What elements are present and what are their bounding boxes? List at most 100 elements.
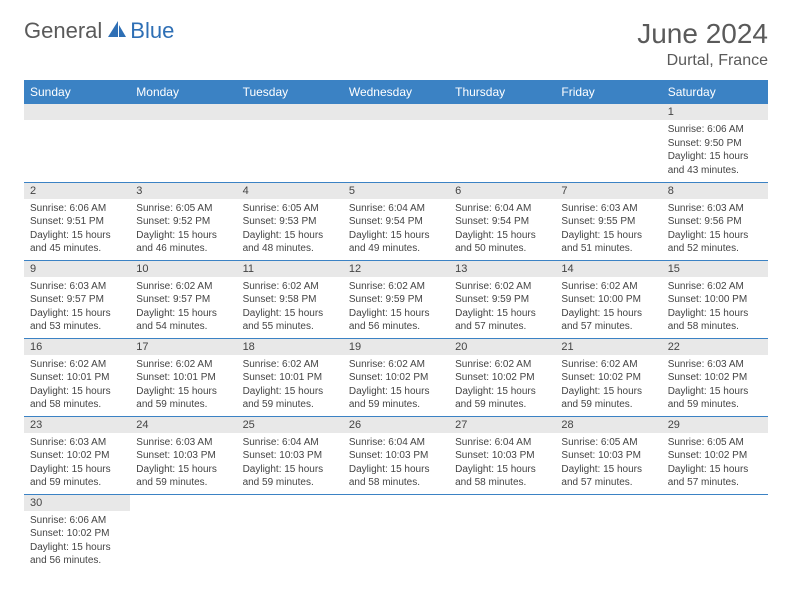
day-number-empty <box>449 495 555 511</box>
day-number: 8 <box>662 183 768 199</box>
title-block: June 2024 Durtal, France <box>637 18 768 70</box>
calendar-cell: 11Sunrise: 6:02 AMSunset: 9:58 PMDayligh… <box>237 260 343 338</box>
day-details: Sunrise: 6:02 AMSunset: 10:02 PMDaylight… <box>449 355 555 415</box>
calendar-cell: 13Sunrise: 6:02 AMSunset: 9:59 PMDayligh… <box>449 260 555 338</box>
day-details: Sunrise: 6:04 AMSunset: 10:03 PMDaylight… <box>343 433 449 493</box>
day-number: 29 <box>662 417 768 433</box>
day-details: Sunrise: 6:05 AMSunset: 9:53 PMDaylight:… <box>237 199 343 259</box>
day-details: Sunrise: 6:02 AMSunset: 10:01 PMDaylight… <box>24 355 130 415</box>
day-number: 12 <box>343 261 449 277</box>
day-number: 15 <box>662 261 768 277</box>
weekday-header: Wednesday <box>343 80 449 104</box>
weekday-header-row: Sunday Monday Tuesday Wednesday Thursday… <box>24 80 768 104</box>
calendar-cell: 2Sunrise: 6:06 AMSunset: 9:51 PMDaylight… <box>24 182 130 260</box>
day-number: 26 <box>343 417 449 433</box>
day-number: 3 <box>130 183 236 199</box>
calendar-cell <box>449 494 555 572</box>
day-number-empty <box>343 104 449 120</box>
day-details: Sunrise: 6:03 AMSunset: 9:57 PMDaylight:… <box>24 277 130 337</box>
calendar-cell: 26Sunrise: 6:04 AMSunset: 10:03 PMDaylig… <box>343 416 449 494</box>
calendar-row: 30Sunrise: 6:06 AMSunset: 10:02 PMDaylig… <box>24 494 768 572</box>
sail-icon <box>106 19 128 44</box>
day-number-empty <box>237 495 343 511</box>
calendar-cell: 10Sunrise: 6:02 AMSunset: 9:57 PMDayligh… <box>130 260 236 338</box>
day-details: Sunrise: 6:02 AMSunset: 10:00 PMDaylight… <box>555 277 661 337</box>
calendar-cell <box>555 494 661 572</box>
calendar-cell: 30Sunrise: 6:06 AMSunset: 10:02 PMDaylig… <box>24 494 130 572</box>
calendar-cell <box>237 104 343 182</box>
day-number-empty <box>555 495 661 511</box>
day-number: 4 <box>237 183 343 199</box>
calendar-cell <box>555 104 661 182</box>
day-number: 9 <box>24 261 130 277</box>
calendar-cell <box>237 494 343 572</box>
day-number: 2 <box>24 183 130 199</box>
calendar-cell: 9Sunrise: 6:03 AMSunset: 9:57 PMDaylight… <box>24 260 130 338</box>
calendar-row: 9Sunrise: 6:03 AMSunset: 9:57 PMDaylight… <box>24 260 768 338</box>
calendar-row: 16Sunrise: 6:02 AMSunset: 10:01 PMDaylig… <box>24 338 768 416</box>
calendar-cell <box>130 494 236 572</box>
day-number: 14 <box>555 261 661 277</box>
day-number: 13 <box>449 261 555 277</box>
day-details: Sunrise: 6:04 AMSunset: 9:54 PMDaylight:… <box>449 199 555 259</box>
day-number-empty <box>662 495 768 511</box>
day-number: 17 <box>130 339 236 355</box>
calendar-cell: 12Sunrise: 6:02 AMSunset: 9:59 PMDayligh… <box>343 260 449 338</box>
calendar-row: 2Sunrise: 6:06 AMSunset: 9:51 PMDaylight… <box>24 182 768 260</box>
day-number: 24 <box>130 417 236 433</box>
calendar-cell: 17Sunrise: 6:02 AMSunset: 10:01 PMDaylig… <box>130 338 236 416</box>
header: General Blue June 2024 Durtal, France <box>24 18 768 70</box>
calendar-cell: 25Sunrise: 6:04 AMSunset: 10:03 PMDaylig… <box>237 416 343 494</box>
day-number-empty <box>449 104 555 120</box>
weekday-header: Saturday <box>662 80 768 104</box>
month-title: June 2024 <box>637 18 768 50</box>
day-details: Sunrise: 6:03 AMSunset: 10:03 PMDaylight… <box>130 433 236 493</box>
day-details: Sunrise: 6:06 AMSunset: 9:50 PMDaylight:… <box>662 120 768 180</box>
day-details: Sunrise: 6:04 AMSunset: 9:54 PMDaylight:… <box>343 199 449 259</box>
day-number: 20 <box>449 339 555 355</box>
day-number: 16 <box>24 339 130 355</box>
day-details: Sunrise: 6:02 AMSunset: 9:59 PMDaylight:… <box>449 277 555 337</box>
calendar-cell: 14Sunrise: 6:02 AMSunset: 10:00 PMDaylig… <box>555 260 661 338</box>
logo-text-accent: Blue <box>130 18 174 44</box>
day-number-empty <box>555 104 661 120</box>
day-number: 18 <box>237 339 343 355</box>
day-number: 11 <box>237 261 343 277</box>
day-number: 25 <box>237 417 343 433</box>
calendar-cell: 16Sunrise: 6:02 AMSunset: 10:01 PMDaylig… <box>24 338 130 416</box>
day-details: Sunrise: 6:06 AMSunset: 9:51 PMDaylight:… <box>24 199 130 259</box>
location: Durtal, France <box>637 52 768 70</box>
day-number: 10 <box>130 261 236 277</box>
day-details: Sunrise: 6:02 AMSunset: 10:02 PMDaylight… <box>555 355 661 415</box>
day-number: 23 <box>24 417 130 433</box>
calendar-cell: 29Sunrise: 6:05 AMSunset: 10:02 PMDaylig… <box>662 416 768 494</box>
day-number: 28 <box>555 417 661 433</box>
day-number-empty <box>237 104 343 120</box>
day-details: Sunrise: 6:05 AMSunset: 10:02 PMDaylight… <box>662 433 768 493</box>
calendar-cell: 1Sunrise: 6:06 AMSunset: 9:50 PMDaylight… <box>662 104 768 182</box>
day-details: Sunrise: 6:02 AMSunset: 9:57 PMDaylight:… <box>130 277 236 337</box>
day-number: 27 <box>449 417 555 433</box>
calendar-cell: 5Sunrise: 6:04 AMSunset: 9:54 PMDaylight… <box>343 182 449 260</box>
day-details: Sunrise: 6:02 AMSunset: 9:58 PMDaylight:… <box>237 277 343 337</box>
day-number: 30 <box>24 495 130 511</box>
day-number-empty <box>130 104 236 120</box>
logo-text-main: General <box>24 18 102 44</box>
calendar-cell: 20Sunrise: 6:02 AMSunset: 10:02 PMDaylig… <box>449 338 555 416</box>
calendar-cell: 7Sunrise: 6:03 AMSunset: 9:55 PMDaylight… <box>555 182 661 260</box>
day-number: 19 <box>343 339 449 355</box>
weekday-header: Tuesday <box>237 80 343 104</box>
logo: General Blue <box>24 18 174 44</box>
calendar-cell <box>343 104 449 182</box>
calendar-cell: 27Sunrise: 6:04 AMSunset: 10:03 PMDaylig… <box>449 416 555 494</box>
day-details: Sunrise: 6:02 AMSunset: 10:01 PMDaylight… <box>130 355 236 415</box>
day-details: Sunrise: 6:02 AMSunset: 9:59 PMDaylight:… <box>343 277 449 337</box>
weekday-header: Friday <box>555 80 661 104</box>
calendar-cell: 3Sunrise: 6:05 AMSunset: 9:52 PMDaylight… <box>130 182 236 260</box>
weekday-header: Thursday <box>449 80 555 104</box>
day-details: Sunrise: 6:03 AMSunset: 10:02 PMDaylight… <box>24 433 130 493</box>
day-number: 7 <box>555 183 661 199</box>
day-number-empty <box>24 104 130 120</box>
calendar-cell <box>343 494 449 572</box>
calendar-cell: 18Sunrise: 6:02 AMSunset: 10:01 PMDaylig… <box>237 338 343 416</box>
